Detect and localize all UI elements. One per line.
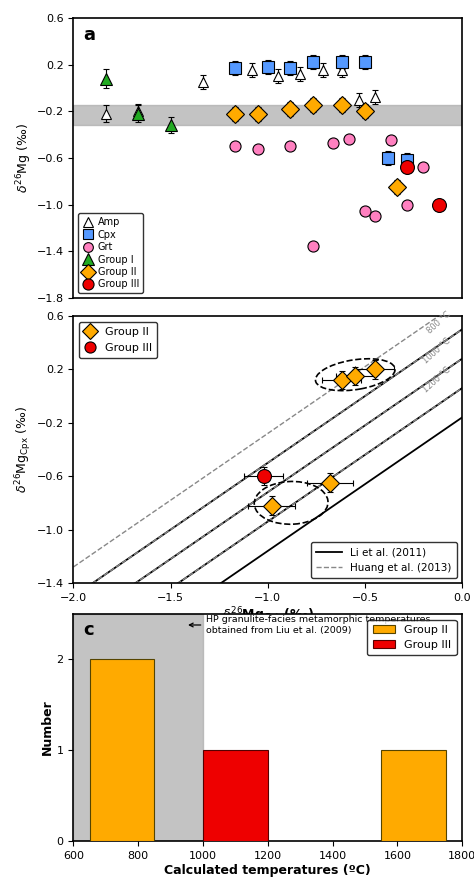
Bar [203, 750, 268, 841]
Legend: Amp, Cpx, Grt, Group I, Group II, Group III: Amp, Cpx, Grt, Group I, Group II, Group … [78, 214, 143, 294]
X-axis label: Calculated temperatures (ºC): Calculated temperatures (ºC) [164, 863, 371, 877]
Text: 1000 °C: 1000 °C [421, 336, 452, 365]
Text: 1200 °C: 1200 °C [421, 366, 452, 394]
Legend: Li et al. (2011), Huang et al. (2013): Li et al. (2011), Huang et al. (2013) [311, 542, 457, 578]
Legend: Group II, Group III: Group II, Group III [367, 619, 456, 655]
X-axis label: $\delta^{26}$Mg$_{\mathregular{Grt}}$ (‰): $\delta^{26}$Mg$_{\mathregular{Grt}}$ (‰… [222, 605, 314, 625]
Bar [73, 105, 462, 125]
Bar [73, 614, 203, 841]
Text: 800 °C: 800 °C [425, 311, 452, 336]
Bar [381, 750, 446, 841]
Text: HP granulite-facies metamorphic temperatures
obtained from Liu et al. (2009): HP granulite-facies metamorphic temperat… [190, 615, 431, 635]
Y-axis label: Number: Number [41, 700, 54, 756]
Bar [90, 659, 155, 841]
Y-axis label: $\delta^{26}$Mg$_{\mathregular{Cpx}}$ (‰): $\delta^{26}$Mg$_{\mathregular{Cpx}}$ (‰… [13, 406, 34, 493]
Text: c: c [83, 621, 94, 639]
Y-axis label: $\delta^{26}$Mg (‰): $\delta^{26}$Mg (‰) [14, 123, 34, 193]
Text: a: a [83, 26, 95, 44]
